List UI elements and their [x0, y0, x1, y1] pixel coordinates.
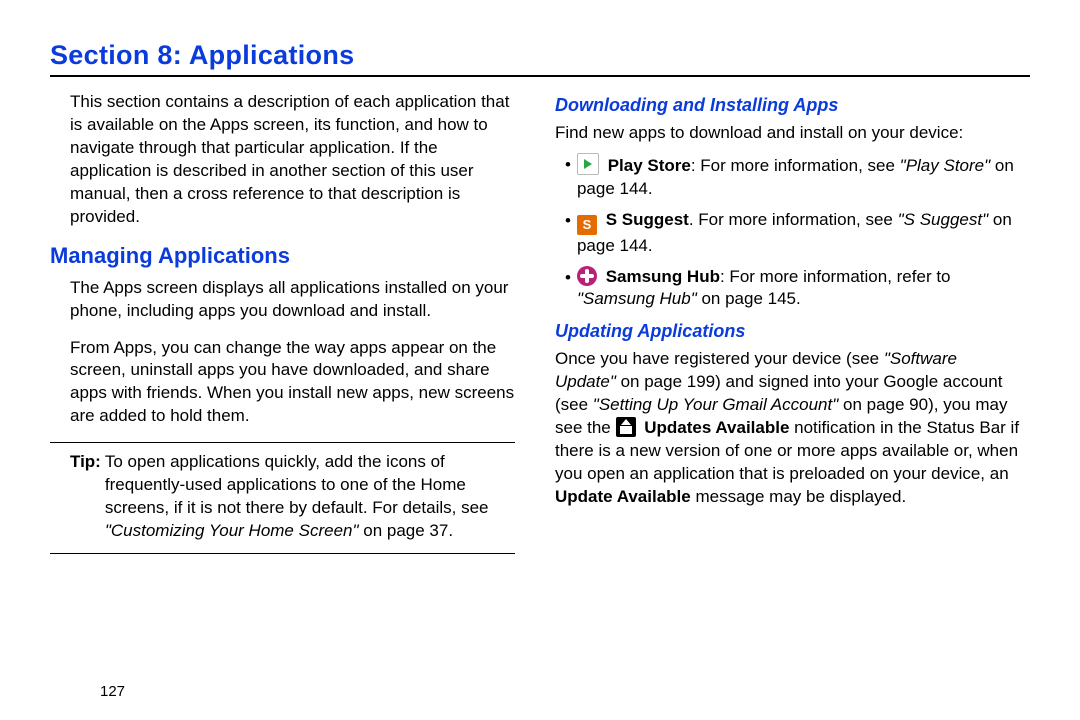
bullet-sep: : For more information, see: [691, 156, 900, 175]
bullet-ref: "S Suggest": [898, 210, 989, 229]
tip-label: Tip:: [70, 451, 101, 543]
bullet-sep: : For more information, refer to: [720, 267, 951, 286]
bullet-content: S S Suggest. For more information, see "…: [577, 209, 1020, 258]
bullet-s-suggest: • S S Suggest. For more information, see…: [565, 209, 1020, 258]
up-bold1: Updates Available: [644, 418, 789, 437]
tip-cross-ref: "Customizing Your Home Screen": [105, 521, 359, 540]
bullet-bold: S Suggest: [606, 210, 689, 229]
tip-block: Tip: To open applications quickly, add t…: [70, 451, 511, 543]
updates-available-icon: [616, 417, 636, 437]
bullet-ref: "Play Store": [900, 156, 991, 175]
tip-rule-top: [50, 442, 515, 443]
downloading-heading: Downloading and Installing Apps: [555, 95, 1020, 116]
page-number: 127: [100, 683, 125, 700]
up-a: Once you have registered your device (se…: [555, 349, 884, 368]
bullet-bold: Samsung Hub: [606, 267, 720, 286]
managing-applications-heading: Managing Applications: [50, 243, 515, 269]
updating-heading: Updating Applications: [555, 321, 1020, 342]
s-suggest-icon: S: [577, 215, 597, 235]
bullet-samsung-hub: • Samsung Hub: For more information, ref…: [565, 266, 1020, 312]
bullet-sep: . For more information, see: [689, 210, 898, 229]
up-bold2: Update Available: [555, 487, 691, 506]
bullet-content: Play Store: For more information, see "P…: [577, 153, 1020, 201]
bullet-play-store: • Play Store: For more information, see …: [565, 153, 1020, 201]
bullet-dot-icon: •: [565, 154, 571, 177]
managing-p1: The Apps screen displays all application…: [70, 277, 515, 323]
updating-paragraph: Once you have registered your device (se…: [555, 348, 1020, 509]
intro-paragraph: This section contains a description of e…: [70, 91, 515, 229]
two-column-layout: This section contains a description of e…: [50, 91, 1030, 562]
up-ref2: "Setting Up Your Gmail Account": [593, 395, 838, 414]
samsung-hub-icon: [577, 266, 597, 286]
title-rule: [50, 75, 1030, 77]
manual-page: Section 8: Applications This section con…: [0, 0, 1080, 720]
tip-text: To open applications quickly, add the ic…: [105, 451, 511, 543]
bullet-tail: on page 145.: [697, 289, 801, 308]
downloading-intro: Find new apps to download and install on…: [555, 122, 1020, 145]
bullet-dot-icon: •: [565, 267, 571, 290]
bullet-ref: "Samsung Hub": [577, 289, 697, 308]
tip-text-b: on page 37.: [359, 521, 454, 540]
up-e: message may be displayed.: [691, 487, 906, 506]
tip-rule-bottom: [50, 553, 515, 554]
bullet-content: Samsung Hub: For more information, refer…: [577, 266, 1020, 312]
right-column: Downloading and Installing Apps Find new…: [555, 91, 1020, 562]
bullet-bold: Play Store: [608, 156, 691, 175]
left-column: This section contains a description of e…: [50, 91, 515, 562]
play-store-icon: [577, 153, 599, 175]
section-title: Section 8: Applications: [50, 40, 1030, 71]
tip-text-a: To open applications quickly, add the ic…: [105, 452, 489, 517]
managing-p2: From Apps, you can change the way apps a…: [70, 337, 515, 429]
bullet-dot-icon: •: [565, 210, 571, 233]
